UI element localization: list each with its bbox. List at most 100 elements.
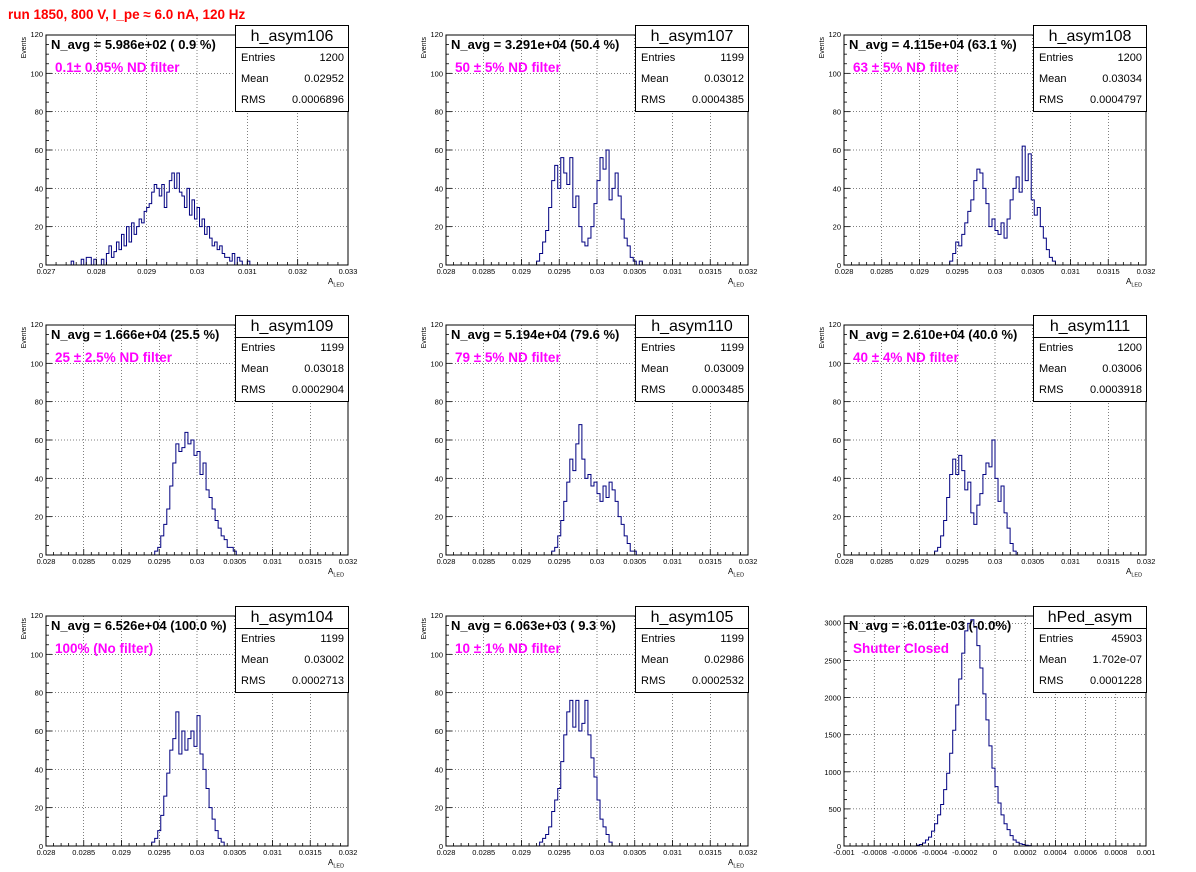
filter-label: 0.1± 0.05% ND filter [55,60,180,75]
y-tick-label: 20 [435,513,443,522]
navg-label: N_avg = 2.610e+04 (40.0 %) [849,327,1018,342]
histogram-svg: 0.028 0.0285 0.029 0.0295 0.03 0.0305 0.031 0.0… [421,30,758,276]
x-axis-label-sub: LED [1131,572,1143,579]
histogram-svg: 0.028 0.0285 0.029 0.0295 0.03 0.0305 0.031 0.0… [21,320,357,566]
stats-value: 0.0004797 [1090,94,1142,106]
stats-value: 1199 [720,342,744,354]
y-axis-label: Events [21,327,28,349]
stats-key: Entries [641,52,676,64]
y-tick-label: 60 [833,146,841,155]
x-tick-label: 0.029 [512,267,531,276]
stats-key: Mean [241,73,269,85]
stats-row-rms: RMS 0.0004385 [636,90,748,111]
x-tick-label: 0.031 [663,557,682,566]
x-axis-label: ALED [1126,567,1142,579]
stats-row-entries: Entries 1200 [1034,48,1146,69]
stats-key: Entries [1039,342,1074,354]
y-tick-label: 40 [435,765,443,774]
stats-box-title: h_asym111 [1034,316,1146,338]
x-tick-label: 0.028 [37,557,56,566]
stats-box: hPed_asym Entries 45903 Mean 1.702e-07 RMS 0.0… [1033,606,1147,693]
y-tick-label: 100 [430,69,443,78]
x-tick-label: 0.001 [1137,848,1156,857]
stats-row-entries: Entries 1199 [636,629,748,650]
x-tick-label: 0.0295 [548,267,571,276]
y-tick-label: 2500 [824,657,841,666]
stats-value: 0.0002904 [292,384,344,396]
histogram-line [539,699,613,846]
x-tick-label: 0.032 [739,267,758,276]
stats-row-mean: Mean 0.02986 [636,650,748,671]
y-tick-label: 100 [430,359,443,368]
stats-row-rms: RMS 0.0006896 [236,90,348,111]
histogram-panel-hPed_asym: -0.001 -0.0008 -0.0006 -0.0004 -0.0002 0 0.000… [798,606,1164,864]
stats-key: Entries [241,342,276,354]
y-tick-label: 40 [435,184,443,193]
x-tick-label: 0.028 [835,267,854,276]
x-tick-label: 0.029 [910,267,929,276]
stats-key: RMS [641,384,666,396]
histogram-panel-h_asym109: 0.028 0.0285 0.029 0.0295 0.03 0.0305 0.031 0.0… [0,315,366,579]
x-tick-label: 0.032 [1137,557,1156,566]
y-tick-label: 100 [30,69,43,78]
navg-label: N_avg = 5.986e+02 ( 0.9 %) [51,37,216,52]
x-axis-label-main: A [328,277,334,286]
x-tick-label: 0.0295 [148,557,171,566]
stats-value: 0.0006896 [292,94,344,106]
y-tick-label: 2000 [824,694,841,703]
y-axis-label: Events [421,37,428,59]
x-tick-label: 0.0285 [472,267,495,276]
x-tick-label: 0.0006 [1074,848,1097,857]
x-axis-label-main: A [1126,277,1132,286]
y-tick-label: 1000 [824,768,841,777]
y-tick-label: 80 [833,398,841,407]
stats-box: h_asym106 Entries 1200 Mean 0.02952 RMS 0.0006… [235,25,349,112]
navg-label: N_avg = -6.011e-03 (-0.0%) [849,618,1012,633]
y-tick-label: 40 [35,474,43,483]
y-tick-label: 20 [435,804,443,813]
x-axis-label-sub: LED [733,282,745,289]
stats-key: RMS [641,675,666,687]
x-tick-label: 0.031 [1061,557,1080,566]
histogram-line [154,431,237,555]
x-tick-label: 0.0295 [148,848,171,857]
y-tick-label: 120 [430,30,443,39]
x-tick-label: 0.028 [437,267,456,276]
x-tick-label: 0.029 [112,848,131,857]
x-tick-label: 0.029 [512,557,531,566]
y-tick-label: 120 [30,320,43,329]
stats-row-rms: RMS 0.0004797 [1034,90,1146,111]
x-axis-label: ALED [728,567,744,579]
y-tick-label: 40 [833,184,841,193]
x-axis-label-sub: LED [1131,282,1143,289]
stats-value: 0.02986 [704,654,744,666]
x-tick-label: 0.0315 [699,267,722,276]
stats-row-mean: Mean 0.03034 [1034,69,1146,90]
histogram-line [536,149,643,266]
y-tick-label: 0 [39,261,43,270]
y-tick-label: 40 [435,474,443,483]
x-tick-label: 0.0285 [870,557,893,566]
filter-label: Shutter Closed [853,641,950,656]
x-axis-label-sub: LED [333,572,345,579]
y-tick-label: 100 [30,359,43,368]
x-tick-label: 0.029 [112,557,131,566]
histogram-panel-h_asym108: 0.028 0.0285 0.029 0.0295 0.03 0.0305 0.031 0.0… [798,25,1164,289]
x-tick-label: 0.0305 [223,557,246,566]
y-axis-label: Events [21,618,28,640]
y-tick-label: 60 [35,436,43,445]
navg-label: N_avg = 6.063e+03 ( 9.3 %) [451,618,616,633]
x-tick-label: 0.03 [590,557,605,566]
x-tick-label: 0.032 [739,557,758,566]
x-tick-label: 0.0295 [548,848,571,857]
histogram-panel-h_asym111: 0.028 0.0285 0.029 0.0295 0.03 0.0305 0.031 0.0… [798,315,1164,579]
stats-key: Mean [641,73,669,85]
stats-value: 1200 [319,52,344,64]
x-tick-label: 0.0315 [699,557,722,566]
stats-key: RMS [241,675,266,687]
y-tick-label: 0 [439,261,443,270]
x-tick-label: 0.0008 [1104,848,1127,857]
histogram-line [915,619,1032,847]
stats-box-title: h_asym109 [236,316,348,338]
stats-key: RMS [1039,384,1064,396]
